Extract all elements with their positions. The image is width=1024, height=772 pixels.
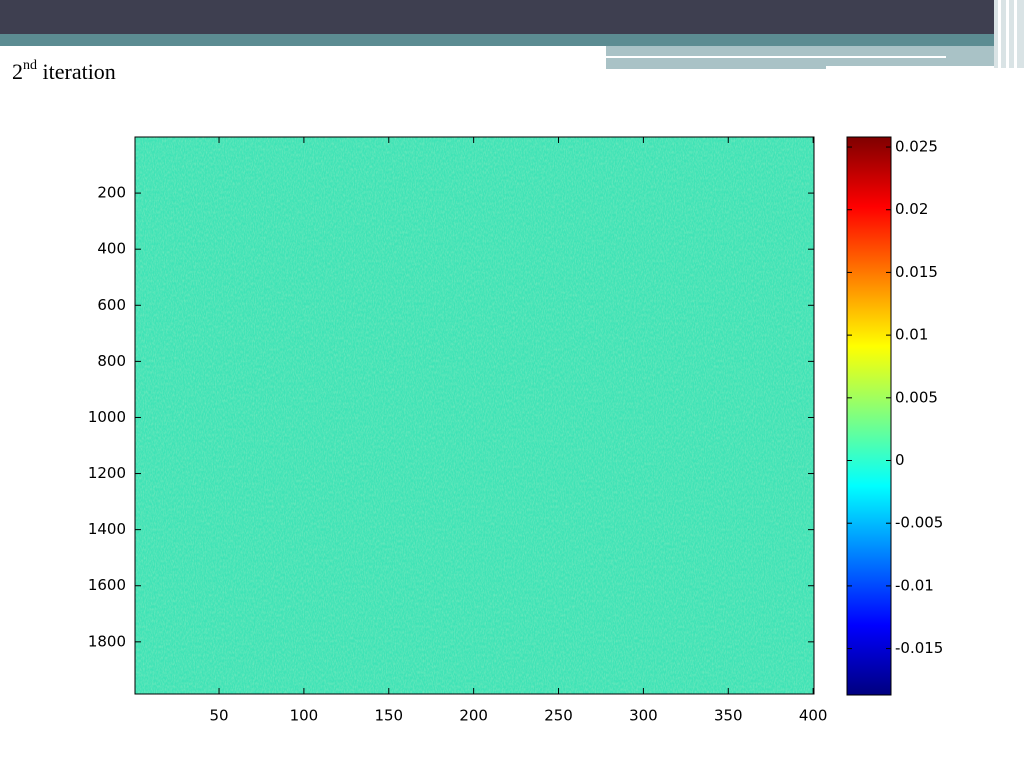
x-tick-label: 350 [714,707,743,725]
colorbar-tick-label: 0.015 [895,263,938,281]
title-text: iteration [43,59,116,84]
corner-line [998,0,1001,68]
x-tick-label: 250 [544,707,573,725]
corner-line [1006,0,1009,68]
y-tick-label: 800 [97,352,126,370]
x-tick-label: 150 [374,707,403,725]
colorbar-tick-label: 0.005 [895,388,938,406]
y-tick-label: 200 [97,184,126,202]
y-tick-label: 1200 [88,464,126,482]
top-bar [0,0,1024,34]
colorbar-tick-label: -0.015 [895,639,943,657]
x-tick-label: 200 [459,707,488,725]
x-tick-label: 400 [799,707,828,725]
plot: 50 100 150 200 250 300 350 400 200 400 600 800 1000 1… [88,136,943,725]
colorbar-tick-label: -0.01 [895,576,934,594]
accent-line [606,66,826,69]
colorbar-tick-label: 0.01 [895,326,928,344]
y-tick-label: 400 [97,240,126,258]
x-tick-label: 300 [629,707,658,725]
colorbar-tick-label: 0.02 [895,200,928,218]
accent-line [606,56,946,58]
y-tick-label: 1800 [88,632,126,650]
colorbar-tick-label: 0 [895,451,905,469]
colorbar [846,136,892,696]
x-tick-label: 50 [209,707,228,725]
x-tick-label: 100 [290,707,319,725]
title-suffix: nd [23,58,37,73]
y-tick-label: 600 [97,296,126,314]
y-tick-label: 1400 [88,520,126,538]
y-tick-label: 1600 [88,576,126,594]
colorbar-tick-label: -0.005 [895,514,943,532]
y-tick-label: 1000 [88,408,126,426]
title-number: 2 [12,59,23,84]
heatmap-texture [135,137,814,694]
accent-stripe [0,34,1024,46]
accent-line [0,46,606,50]
plot-frame [134,136,815,695]
slide-title: 2nd iteration [12,51,116,84]
colorbar-tick-label: 0.025 [895,138,938,156]
corner-line [1014,0,1017,68]
